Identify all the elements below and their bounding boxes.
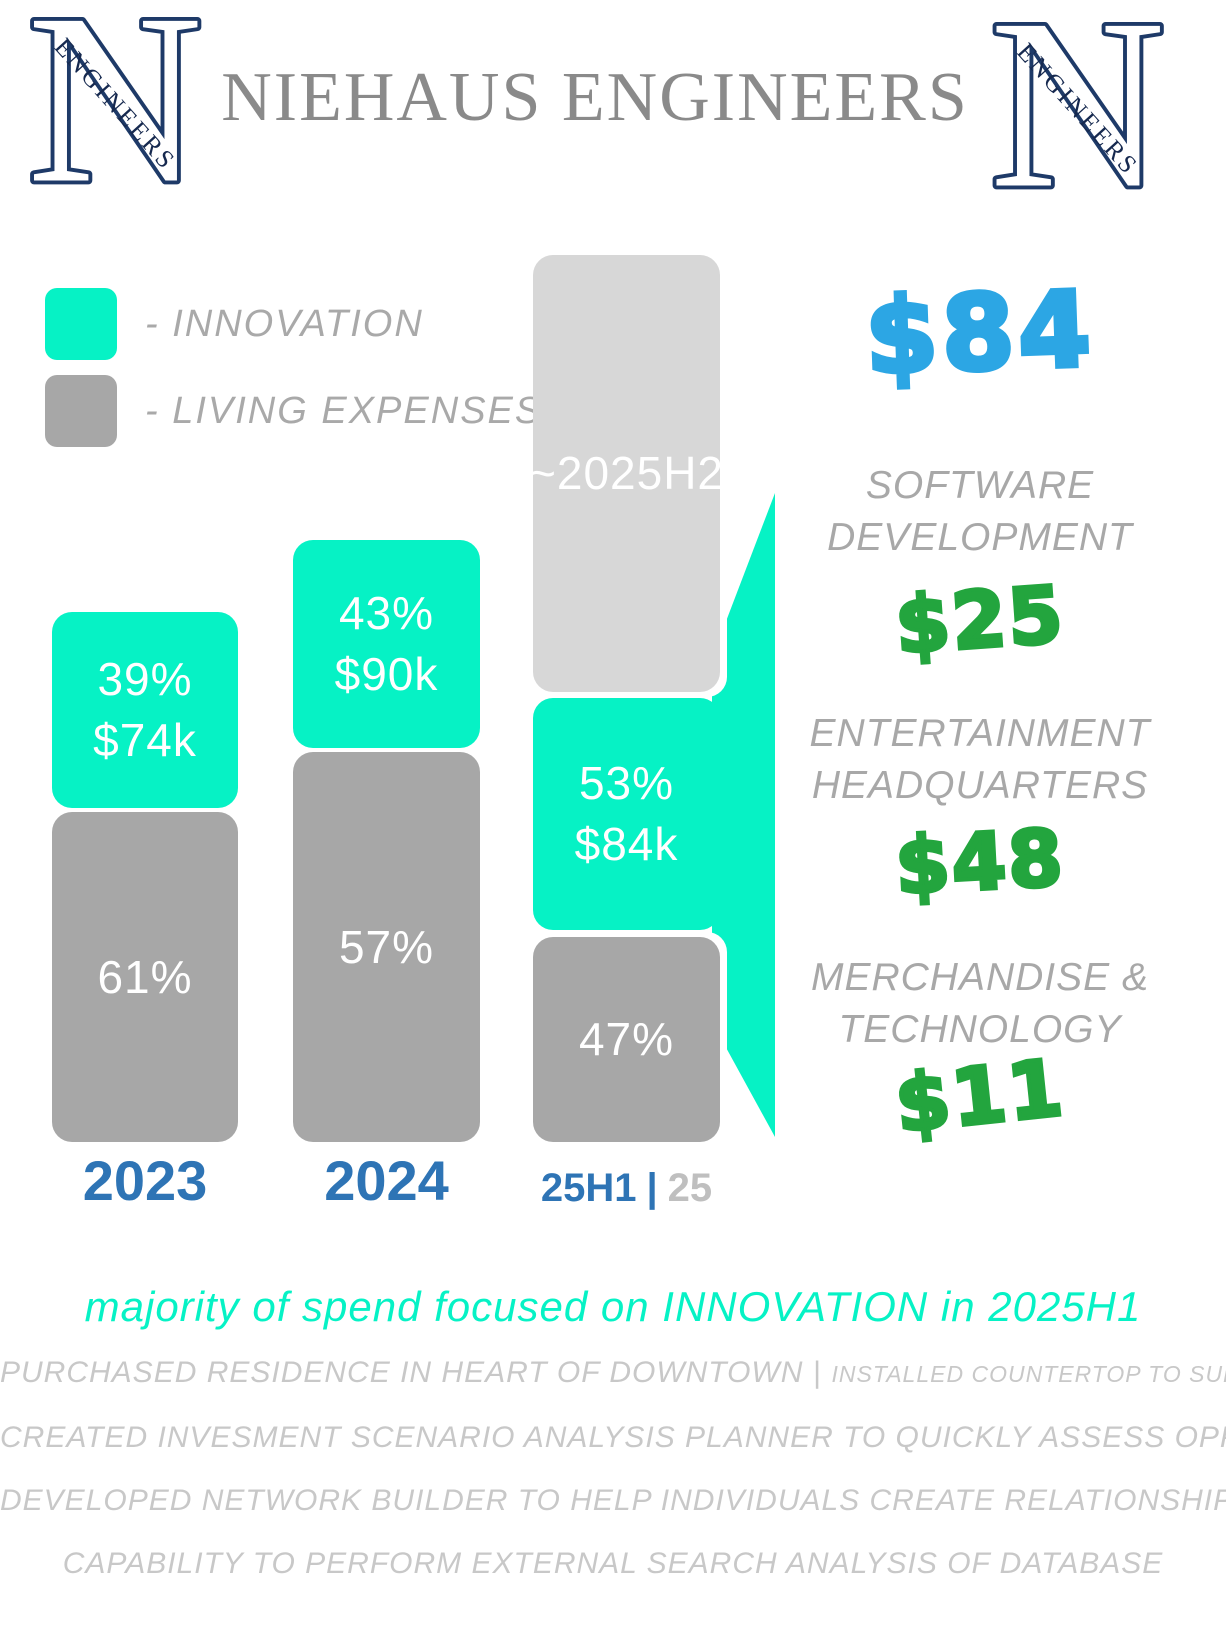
bar-2023-innovation-segment: 39% $74k — [52, 612, 238, 808]
innovation-color-swatch — [45, 288, 117, 360]
bar-2023-living-percent: 61% — [97, 950, 193, 1003]
breakdown-amount-software-development: $25 — [891, 568, 1070, 674]
footer-note-3: DEVELOPED NETWORK BUILDER TO HELP INDIVI… — [0, 1484, 1226, 1517]
footer-note-1-main: PURCHASED RESIDENCE IN HEART OF DOWNTOWN… — [0, 1356, 822, 1389]
bar-2023-innovation-percent: 39% — [97, 653, 193, 706]
bar-25h1-living-percent: 47% — [578, 1013, 675, 1066]
bar-25h1-innovation-segment: 53% $84k — [533, 698, 720, 930]
breakdown-label-line: DEVELOPMENT — [827, 515, 1133, 559]
axis-label-divider: | — [646, 1166, 658, 1210]
bar-2024-living-label: 57% — [339, 917, 434, 978]
bar-2023-living-segment: 61% — [52, 812, 238, 1142]
bar-2024-innovation-amount: $90k — [334, 648, 439, 700]
breakdown-amount-entertainment-headquarters: $48 — [891, 812, 1068, 915]
breakdown-label-merchandise-technology: MERCHANDISE & TECHNOLOGY — [770, 952, 1190, 1056]
breakdown-label-line: SOFTWARE — [865, 464, 1095, 507]
breakdown-label-line: MERCHANDISE & — [810, 956, 1150, 999]
insight-headline: majority of spend focused on INNOVATION … — [84, 1283, 1142, 1330]
total-spend-amount: $84 — [861, 266, 1099, 401]
axis-label-2025: 25H1 | 25 — [513, 1166, 740, 1211]
bar-25h1-innovation-percent: 53% — [578, 757, 675, 810]
company-logo-right: N ENGINEERS — [980, 0, 1175, 242]
bar-25h1-living-label: 47% — [579, 1009, 674, 1070]
bar-2024-living-percent: 57% — [338, 920, 435, 973]
logo-letter-n: N — [27, 5, 203, 200]
living-expenses-color-swatch — [45, 375, 117, 447]
bar-2023-innovation-amount: $74k — [93, 714, 197, 766]
axis-label-2024: 2024 — [324, 1149, 449, 1212]
bar-2024-innovation-percent: 43% — [338, 587, 435, 640]
footer-note-2: CREATED INVESMENT SCENARIO ANALYSIS PLAN… — [0, 1421, 1226, 1454]
page-title: NIEHAUS ENGINEERS — [221, 59, 969, 136]
bar-25h1-living-segment: 47% — [533, 937, 720, 1142]
breakdown-label-line: TECHNOLOGY — [838, 1007, 1122, 1051]
footer-note-4: CAPABILITY TO PERFORM EXTERNAL SEARCH AN… — [62, 1547, 1164, 1580]
axis-label-25: 25 — [667, 1166, 713, 1210]
footer-note-1: PURCHASED RESIDENCE IN HEART OF DOWNTOWN… — [0, 1356, 1226, 1390]
breakdown-label-line: ENTERTAINMENT — [809, 712, 1151, 755]
breakdown-label-software-development: SOFTWARE DEVELOPMENT — [770, 460, 1190, 564]
axis-label-2023: 2023 — [82, 1149, 208, 1212]
living-expenses-legend-label: - LIVING EXPENSES — [145, 389, 543, 432]
footer-note-1-sub: INSTALLED COUNTERTOP TO SUPPORT DINING E… — [831, 1361, 1226, 1387]
breakdown-label-line: HEADQUARTERS — [811, 763, 1149, 807]
logo-letter-n: N — [989, 10, 1165, 205]
bar-2023-innovation-label: 39% $74k — [93, 649, 197, 770]
legend-item-living-expenses: - LIVING EXPENSES — [45, 375, 542, 447]
bar-25h1-innovation-amount: $84k — [574, 818, 679, 870]
legend-item-innovation: - INNOVATION — [45, 288, 424, 360]
logo-n-graphic: N ENGINEERS — [23, 0, 207, 237]
bar-2024-innovation-label: 43% $90k — [335, 583, 439, 704]
burst-polygon — [712, 493, 775, 1137]
logo-n-graphic: N ENGINEERS — [986, 0, 1170, 242]
spend-breakdown-panel: $84 SOFTWARE DEVELOPMENT $25 ENTERTAINME… — [770, 0, 1190, 1626]
bar-25h1-innovation-label: 53% $84k — [575, 753, 679, 874]
projection-label: ~2025H2 — [529, 447, 724, 500]
company-logo-left: N ENGINEERS — [15, 0, 215, 237]
bar-2023-living-label: 61% — [97, 947, 192, 1008]
bar-2025h2-projection-segment: ~2025H2 — [529, 255, 723, 692]
innovation-legend-label: - INNOVATION — [145, 302, 424, 345]
bar-2024-living-segment: 57% — [293, 752, 480, 1142]
bar-2024-innovation-segment: 43% $90k — [293, 540, 480, 748]
axis-label-25h1: 25H1 — [540, 1166, 637, 1210]
projection-label-wrap: ~2025H2 — [529, 443, 724, 504]
breakdown-label-entertainment-headquarters: ENTERTAINMENT HEADQUARTERS — [770, 708, 1190, 812]
